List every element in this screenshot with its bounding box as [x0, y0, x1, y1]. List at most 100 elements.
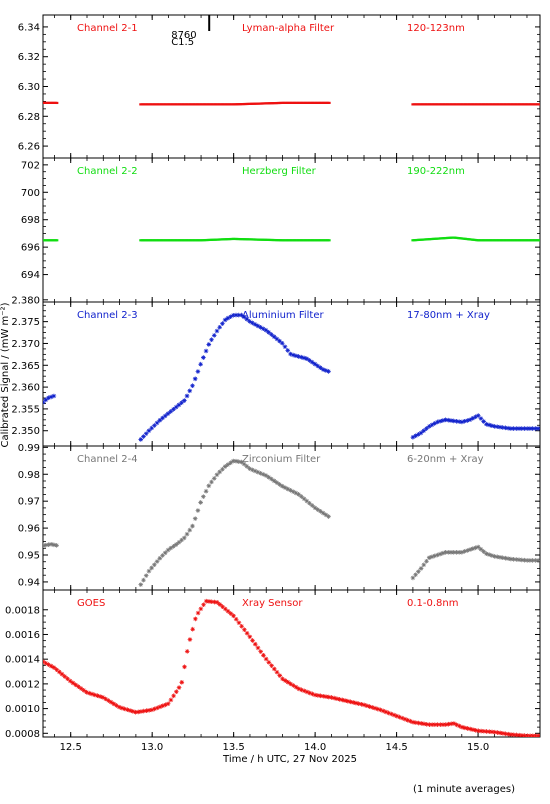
data-point — [432, 553, 437, 559]
y-tick-label: 6.26 — [18, 142, 40, 153]
data-point — [435, 419, 440, 425]
data-point — [154, 705, 160, 711]
flare-class-label: C1.5 — [171, 37, 194, 48]
data-point — [459, 549, 465, 555]
data-point — [282, 678, 288, 683]
data-point — [511, 426, 516, 431]
data-point — [187, 527, 193, 533]
data-point — [394, 713, 400, 719]
data-point — [503, 731, 508, 737]
data-point — [263, 327, 269, 333]
data-point — [530, 426, 535, 431]
data-point — [489, 553, 495, 558]
data-point — [451, 721, 457, 726]
data-point — [285, 348, 291, 353]
data-point — [43, 542, 49, 548]
data-point — [266, 474, 271, 480]
data-point — [130, 709, 136, 714]
data-point — [255, 323, 261, 329]
data-point — [274, 336, 280, 342]
data-point — [486, 422, 492, 428]
data-point — [399, 715, 405, 721]
data-point — [296, 686, 302, 692]
data-point — [154, 559, 160, 564]
data-point — [106, 698, 111, 703]
data-point — [375, 706, 381, 712]
data-point — [244, 316, 250, 322]
data-point — [271, 478, 277, 484]
data-point — [307, 500, 312, 506]
data-point — [228, 460, 233, 466]
data-point — [125, 707, 130, 713]
data-point — [337, 697, 342, 702]
data-point — [511, 556, 516, 562]
data-point — [291, 683, 296, 688]
data-point — [326, 369, 331, 374]
data-point — [467, 726, 473, 732]
data-point — [440, 550, 446, 556]
data-point — [369, 705, 375, 710]
data-point — [462, 418, 467, 424]
data-point — [437, 418, 443, 424]
data-point — [465, 726, 470, 731]
data-point — [301, 355, 307, 361]
data-point — [318, 508, 323, 514]
data-point — [239, 623, 244, 629]
data-point — [429, 554, 435, 560]
data-point — [301, 496, 307, 502]
data-point — [448, 418, 454, 423]
y-tick-label: 698 — [21, 215, 40, 226]
data-point — [165, 701, 171, 707]
data-point — [505, 556, 511, 561]
data-point — [516, 426, 522, 431]
data-point — [389, 711, 394, 717]
data-point — [146, 428, 152, 434]
data-point — [138, 709, 144, 714]
data-point — [402, 716, 408, 722]
data-point — [252, 322, 258, 327]
data-point — [380, 708, 386, 714]
data-point — [301, 688, 307, 694]
footnote: (1 minute averages) — [413, 784, 515, 795]
data-point — [225, 462, 231, 467]
y-tick-label: 6.30 — [18, 82, 40, 93]
data-point — [426, 424, 432, 429]
data-point — [438, 722, 443, 727]
data-point — [326, 694, 332, 700]
data-point — [318, 693, 323, 699]
data-point — [260, 326, 266, 332]
data-point — [457, 723, 462, 729]
data-point — [508, 426, 514, 431]
data-point — [162, 413, 168, 419]
data-point — [190, 383, 195, 389]
data-point — [168, 409, 174, 414]
data-point — [171, 544, 176, 549]
data-point — [440, 722, 446, 727]
data-point — [100, 695, 106, 700]
data-point — [271, 334, 277, 339]
data-point — [154, 420, 160, 426]
data-point — [54, 667, 59, 672]
data-point — [277, 482, 282, 487]
data-point — [223, 606, 228, 612]
data-point — [304, 356, 310, 361]
panel-5: 0.0008 0.0010 0.0012 0.0014 0.0016 0.0018 GOES… — [5, 589, 541, 753]
data-point — [361, 702, 367, 708]
data-point — [421, 428, 427, 434]
data-point — [505, 425, 511, 431]
data-point — [497, 554, 503, 560]
data-point — [217, 469, 222, 475]
panel-label: Lyman-alpha Filter — [242, 23, 335, 34]
data-point — [258, 470, 263, 476]
data-point — [413, 572, 418, 578]
data-point — [456, 550, 462, 555]
data-point — [222, 317, 228, 323]
panel-label: Channel 2-4 — [77, 454, 138, 465]
data-point — [119, 705, 125, 711]
data-point — [241, 461, 247, 467]
data-point — [211, 333, 217, 338]
data-point — [108, 699, 114, 705]
data-point — [76, 684, 81, 689]
y-tick-label: 700 — [21, 188, 40, 199]
